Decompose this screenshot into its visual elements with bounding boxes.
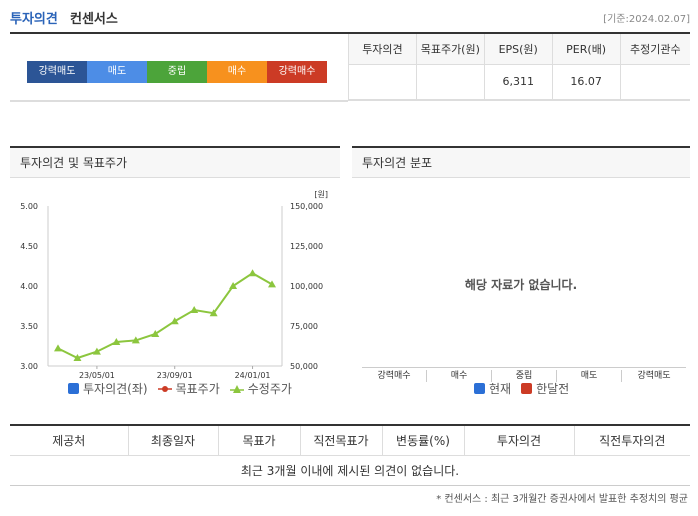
opinion-buy: 매수 [207,61,267,83]
y-left-tick-label: 4.50 [20,242,38,251]
opinion-target-chart: 5.00 4.50 4.00 3.50 3.00 150,000 125,000 100,00… [20,190,328,380]
opinion-scale: 강력매도 매도 중립 매수 강력매수 [27,61,327,83]
x-tick-label: 23/09/01 [157,371,193,380]
y-right-tick-label: 75,000 [290,322,318,331]
header-opinion: 투자의견 [348,34,417,65]
y-right-tick-label: 150,000 [290,202,323,211]
y-right-tick-label: 100,000 [290,282,323,291]
distribution-category: 중립 [491,370,556,382]
adjusted-price-point [112,338,121,345]
distribution-category: 강력매수 [377,371,411,381]
value-estimators [619,64,690,101]
adjusted-price-point [92,347,101,355]
summary-divider [10,100,348,102]
adjusted-price-point [209,309,218,317]
header-estimators: 추정기관수 [619,34,690,65]
legend-opinion[interactable]: 투자의견(좌) [68,380,148,397]
opinion-distribution-panel: 투자의견 분포 해당 자료가 없습니다. 강력매수 매수 중립 매도 강력매도 현재 한… [352,146,690,402]
y-left-tick-label: 5.00 [20,202,38,211]
section-subtitle: 컨센서스 [70,12,118,27]
col-provider: 제공처 [10,425,128,456]
provider-opinion-table: 제공처 최종일자 목표가 직전목표가 변동률(%) 투자의견 직전투자의견 최근… [10,424,690,486]
adjusted-price-point [54,344,62,352]
legend-label: 목표주가 [175,382,220,396]
triangle-line-icon [229,384,244,393]
adjusted-price-point [170,317,179,325]
section-header: 투자의견 컨센서스 [기준:2024.02.07] [10,8,690,30]
header-target-price: 목표주가(원) [415,34,485,65]
col-prev-opinion: 직전투자의견 [573,425,690,456]
adjusted-price-point [190,306,199,313]
value-per: 16.07 [551,64,621,101]
legend-label: 현재 [489,382,512,396]
legend-month-ago[interactable]: 한달전 [521,380,569,397]
y-left-tick-label: 3.50 [20,322,38,331]
legend-label: 한달전 [536,382,570,396]
legend-adjusted[interactable]: 수정주가 [229,380,292,397]
opinion-strong-sell: 강력매도 [27,61,87,83]
adjusted-price-line [57,272,273,360]
legend-target[interactable]: 목표주가 [157,380,220,397]
distribution-axis [362,367,686,368]
col-target: 목표가 [217,425,300,456]
value-opinion [348,64,417,101]
adjusted-price-point [268,280,276,288]
col-opinion: 투자의견 [463,425,574,456]
adjusted-price-point [73,354,82,361]
footnote: * 컨센서스 : 최근 3개월간 증권사에서 발표한 추정치의 평균 [436,494,688,505]
legend-label: 투자의견(좌) [83,382,148,396]
x-tick-label: 23/05/01 [79,371,115,380]
col-prev-target: 직전목표가 [299,425,382,456]
y-right-tick-label: 125,000 [290,242,323,251]
header-eps: EPS(원) [483,34,553,65]
section-title: 투자의견 [10,12,58,27]
distribution-categories: 강력매수 매수 중립 매도 강력매도 [362,370,686,382]
adjusted-price-point [131,336,140,344]
y-right-unit-label: [원] [314,190,328,199]
y-left-tick-label: 4.00 [20,282,38,291]
legend-label: 수정주가 [247,382,292,396]
y-right-tick-label: 50,000 [290,362,318,371]
distribution-category: 강력매도 [621,370,686,382]
distribution-category: 매도 [556,370,621,382]
square-icon [521,383,533,394]
adjusted-price-point [248,269,257,277]
opinion-neutral: 중립 [147,61,207,83]
value-target-price [415,64,485,101]
distribution-legend: 현재 한달전 [474,380,569,397]
legend-current[interactable]: 현재 [474,380,511,397]
adjusted-price-point [229,282,238,289]
dot-line-icon [157,385,172,392]
col-change-rate: 변동률(%) [381,425,464,456]
header-divider [10,32,690,34]
y-left-tick-label: 3.00 [20,362,38,371]
col-last-date: 최종일자 [127,425,218,456]
x-tick-label: 24/01/01 [235,371,271,380]
distribution-category: 매수 [426,370,491,382]
opinion-strong-buy: 강력매수 [267,61,327,83]
panel-title: 투자의견 분포 [352,148,690,178]
chart-legend: 투자의견(좌) 목표주가 수정주가 [68,380,292,397]
opinion-sell: 매도 [87,61,147,83]
square-icon [474,383,485,394]
value-eps: 6,311 [483,64,553,101]
no-data-message: 해당 자료가 없습니다. [464,278,578,292]
consensus-summary-table: 투자의견 목표주가(원) EPS(원) PER(배) 추정기관수 6,311 1… [348,34,690,101]
empty-row-message: 최근 3개월 이내에 제시된 의견이 없습니다. [10,455,690,486]
base-date: [기준:2024.02.07] [603,14,690,25]
opinion-target-panel: 투자의견 및 목표주가 5.00 4.50 4.00 3.50 3.00 150,000 1… [10,146,340,402]
square-icon [68,383,79,394]
panel-title: 투자의견 및 목표주가 [10,148,340,178]
header-per: PER(배) [551,34,621,65]
adjusted-price-point [151,330,160,337]
